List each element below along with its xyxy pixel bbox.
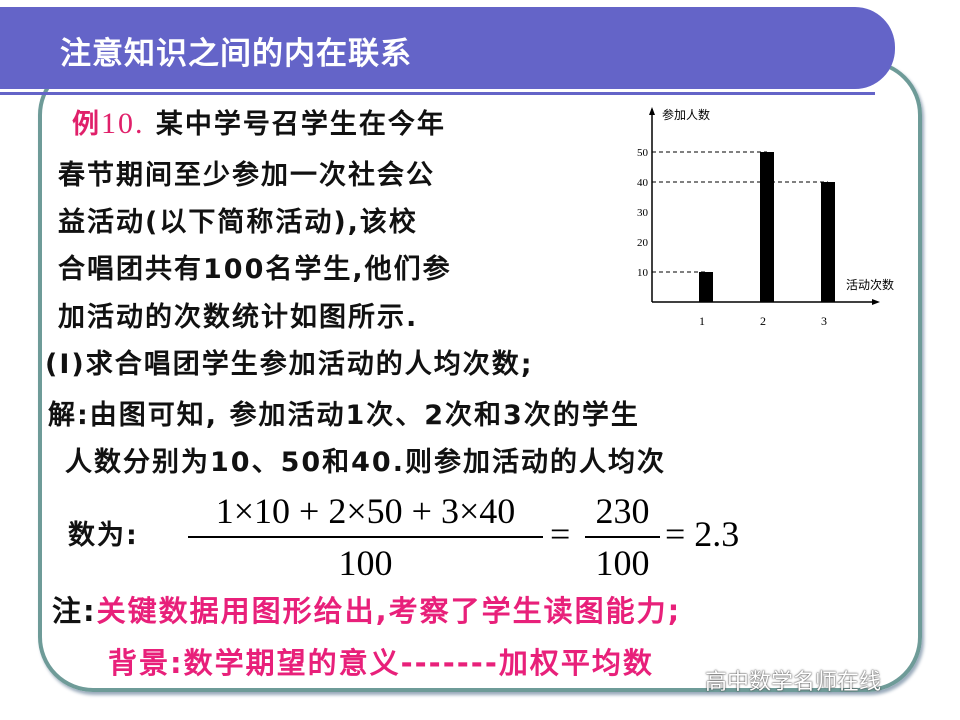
problem-line-2: 春节期间至少参加一次社会公: [58, 160, 435, 191]
numerator: 1×10 + 2×50 + 3×40: [215, 491, 516, 531]
denominator-2: 100: [595, 543, 650, 583]
slide-title: 注意知识之间的内在联系: [60, 36, 412, 72]
x-tick-label: 1: [699, 314, 705, 328]
bar-1: [699, 272, 713, 302]
y-axis-label: 参加人数: [662, 107, 710, 122]
x-axis-arrow: [872, 299, 880, 305]
fraction-simplified: 230 100: [585, 490, 660, 584]
y-tick-label: 10: [637, 267, 649, 279]
solution-line-3: 数为:: [68, 520, 139, 551]
bar-3: [821, 182, 835, 302]
problem-line-4: 合唱团共有100名学生,他们参: [58, 254, 452, 285]
problem-text: 某中学号召学生在今年: [155, 109, 446, 140]
note-line: 注:关键数据用图形给出,考察了学生读图能力;: [52, 588, 681, 630]
note-text: 关键数据用图形给出,考察了学生读图能力;: [96, 594, 682, 628]
bar-2: [760, 152, 774, 302]
problem-line-1: 例10. 某中学号召学生在今年: [72, 102, 446, 141]
x-axis-label: 活动次数: [846, 277, 894, 292]
problem-line-3: 益活动(以下简称活动),该校: [58, 207, 418, 238]
solution-line-1: 解:由图可知, 参加活动1次、2次和3次的学生: [48, 400, 640, 431]
question-text: (Ⅰ)求合唱团学生参加活动的人均次数;: [45, 349, 534, 380]
y-axis-arrow: [649, 107, 655, 115]
fraction-main: 1×10 + 2×50 + 3×40 100: [188, 490, 543, 584]
title-banner: [0, 7, 895, 95]
y-tick-label: 50: [637, 147, 649, 159]
x-tick-label: 2: [760, 314, 766, 328]
y-tick-label: 40: [637, 177, 649, 189]
solution-line-2: 人数分别为10、50和40.则参加活动的人均次: [65, 447, 666, 478]
note-label: 注:: [52, 594, 97, 628]
denominator: 100: [338, 543, 393, 583]
x-tick-label: 3: [821, 314, 827, 328]
watermark: 高中数学名师在线: [705, 670, 882, 695]
example-label: 例: [72, 109, 101, 140]
background-note: 背景:数学期望的意义-------加权平均数: [108, 646, 654, 680]
numerator-2: 230: [595, 491, 650, 531]
result: = 2.3: [665, 514, 740, 554]
y-tick-label: 30: [637, 207, 649, 219]
y-tick-label: 20: [637, 237, 649, 249]
equals-sign: =: [550, 514, 571, 554]
example-number: 10.: [101, 107, 145, 140]
problem-line-5: 加活动的次数统计如图所示.: [58, 302, 419, 333]
